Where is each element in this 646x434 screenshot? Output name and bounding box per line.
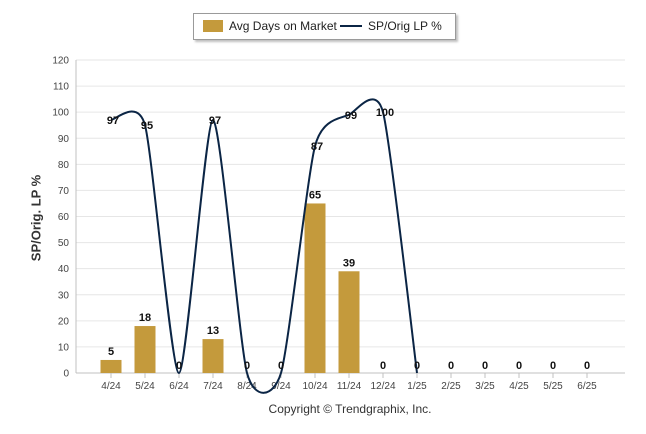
y-tick-label: 40 [58,264,70,275]
x-tick-label: 2/25 [441,381,461,392]
y-tick-label: 120 [52,56,69,67]
x-tick-label: 7/24 [203,381,223,392]
y-tick-label: 100 [52,108,69,119]
bar-data-label: 0 [550,360,556,372]
x-tick-label: 9/24 [271,381,291,392]
y-tick-label: 50 [58,238,70,249]
x-tick-label: 8/24 [237,381,257,392]
bar [202,339,224,373]
series-line-sp-orig-lp [110,98,418,394]
line-data-label: 99 [345,110,357,122]
line-data-label: 100 [376,107,394,119]
y-tick-label: 30 [58,290,70,301]
x-tick-label: 4/24 [101,381,121,392]
bar-data-label: 0 [584,360,590,372]
x-tick-label: 6/25 [577,381,597,392]
bar-data-label: 0 [414,360,420,372]
y-tick-label: 90 [58,134,70,145]
line-data-label: 97 [107,115,119,127]
bar [338,271,360,373]
legend-bar-label: Avg Days on Market [229,19,337,33]
bar-data-label: 39 [343,257,355,269]
bar-data-label: 65 [309,189,321,201]
bar-data-label: 0 [482,360,488,372]
bar-data-label: 0 [448,360,454,372]
legend-item-bar[interactable]: Avg Days on Market [203,19,337,33]
copyright-footer: Copyright © Trendgraphix, Inc. [268,402,432,416]
x-tick-label: 5/25 [543,381,563,392]
y-tick-label: 70 [58,186,70,197]
bar [304,203,326,373]
x-tick-label: 12/24 [370,381,395,392]
x-tick-label: 11/24 [337,381,362,392]
line-data-label: 95 [141,120,153,132]
x-tick-label: 3/25 [475,381,495,392]
bar-data-label: 13 [207,325,219,337]
bar-data-label: 0 [516,360,522,372]
legend-item-line[interactable]: SP/Orig LP % [340,19,442,33]
y-tick-label: 80 [58,160,70,171]
y-tick-label: 0 [63,369,69,380]
y-tick-label: 10 [58,342,70,353]
y-tick-label: 110 [53,82,69,93]
x-tick-label: 5/24 [135,381,155,392]
bar-data-label: 0 [244,360,250,372]
line-data-label: 97 [209,115,221,127]
line-data-label: 87 [311,141,323,153]
bar [134,326,156,373]
bar [100,359,122,373]
legend-line-label: SP/Orig LP % [368,19,442,33]
bar-data-label: 0 [380,360,386,372]
legend: Avg Days on Market SP/Orig LP % [193,13,456,40]
y-tick-label: 20 [58,316,70,327]
x-tick-label: 10/24 [302,381,327,392]
x-tick-label: 6/24 [169,381,189,392]
y-tick-label: 60 [58,212,70,223]
bar-data-label: 18 [139,312,151,324]
legend-line-swatch [340,25,362,27]
legend-bar-swatch [203,20,223,32]
x-tick-label: 1/25 [407,381,427,392]
bar-data-label: 0 [278,360,284,372]
bar-data-label: 0 [176,360,182,372]
x-tick-label: 4/25 [509,381,529,392]
bar-data-label: 5 [108,346,114,358]
